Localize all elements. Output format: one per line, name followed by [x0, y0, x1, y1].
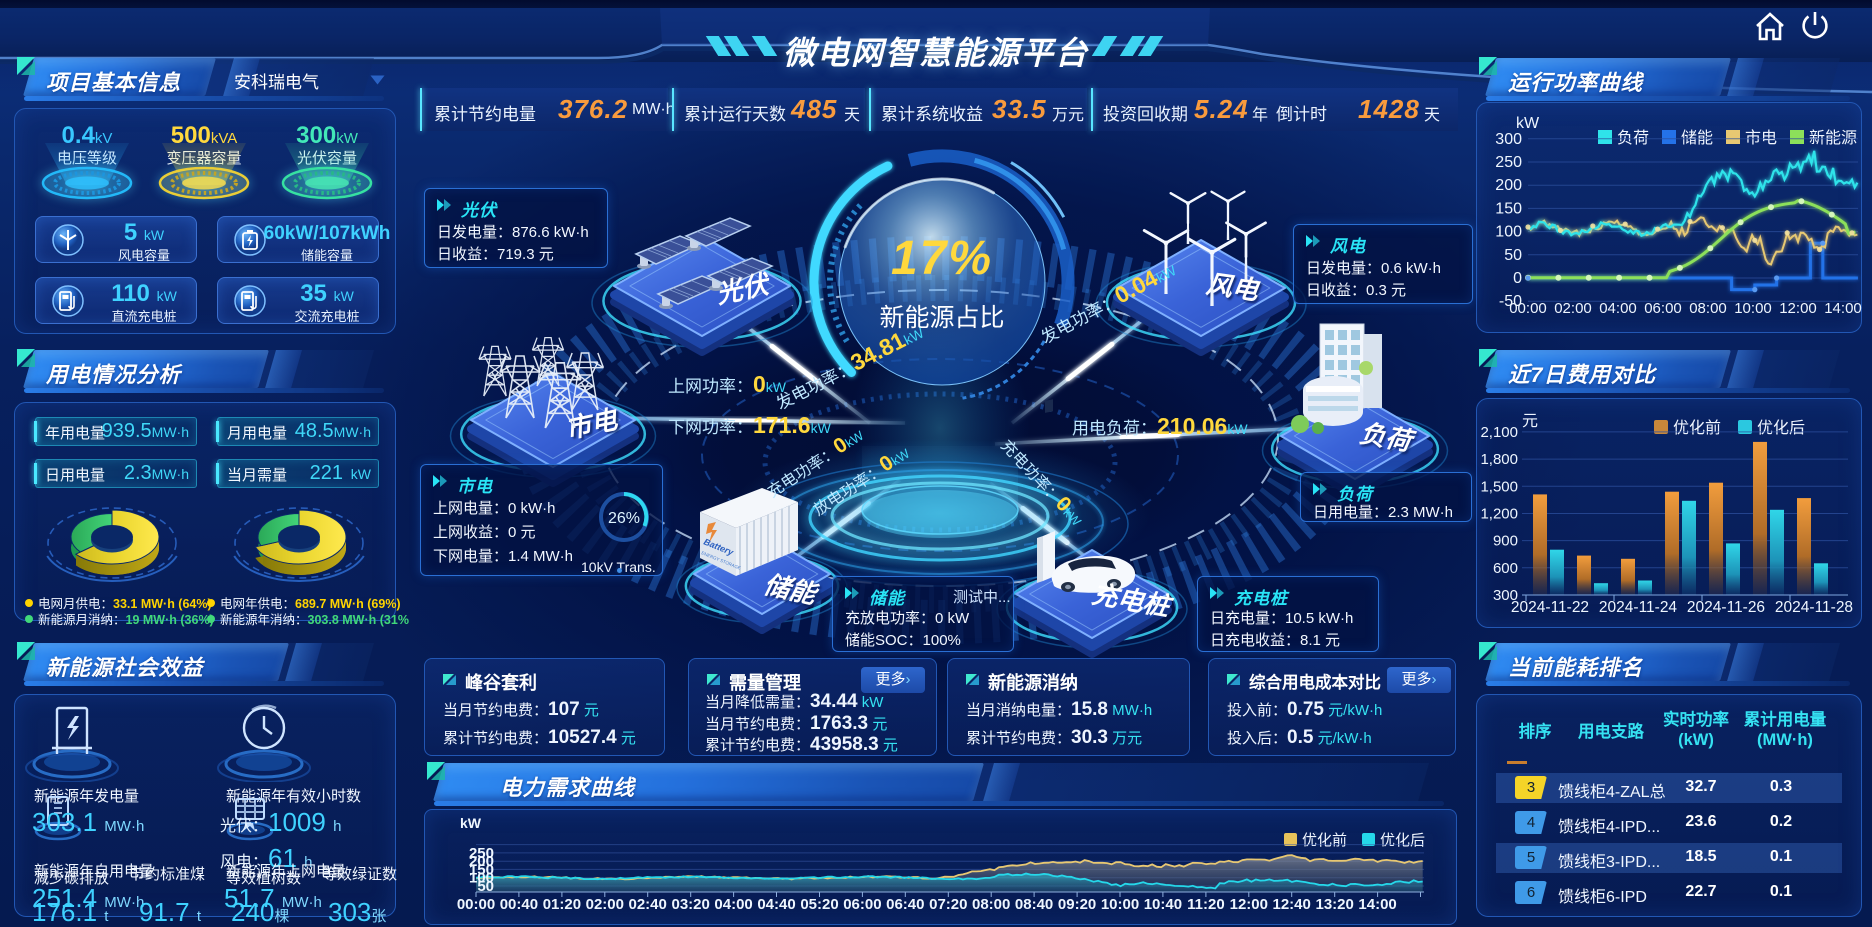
svg-text:03:20: 03:20	[672, 896, 710, 913]
svg-text:10:00: 10:00	[1101, 896, 1139, 913]
svg-text:06:00: 06:00	[1644, 300, 1682, 317]
svg-text:0: 0	[1513, 270, 1522, 287]
svg-text:200: 200	[1495, 177, 1522, 194]
svg-text:14:00: 14:00	[1824, 300, 1862, 317]
svg-text:11:20: 11:20	[1187, 896, 1225, 913]
svg-text:26%: 26%	[608, 510, 640, 527]
svg-text:风电: 风电	[1204, 269, 1262, 306]
svg-text:02:00: 02:00	[1554, 300, 1592, 317]
svg-text:04:00: 04:00	[714, 896, 752, 913]
svg-text:150: 150	[1495, 200, 1522, 217]
svg-text:100: 100	[469, 870, 494, 887]
svg-text:250: 250	[469, 845, 494, 862]
svg-text:04:00: 04:00	[1599, 300, 1637, 317]
svg-text:12:40: 12:40	[1273, 896, 1311, 913]
svg-text:04:40: 04:40	[757, 896, 795, 913]
svg-text:06:40: 06:40	[886, 896, 924, 913]
svg-text:14:00: 14:00	[1358, 896, 1396, 913]
svg-text:2024-11-28: 2024-11-28	[1775, 599, 1853, 616]
svg-text:00:40: 00:40	[500, 896, 538, 913]
svg-text:08:40: 08:40	[1015, 896, 1053, 913]
svg-text:新能源占比: 新能源占比	[879, 304, 1004, 332]
svg-text:2,100: 2,100	[1480, 424, 1518, 441]
svg-text:100: 100	[1495, 224, 1522, 241]
svg-text:1,500: 1,500	[1480, 478, 1518, 495]
svg-text:50: 50	[1504, 247, 1522, 264]
svg-text:-50: -50	[1499, 293, 1522, 310]
svg-text:50: 50	[477, 878, 494, 895]
svg-text:10:40: 10:40	[1144, 896, 1182, 913]
svg-text:2024-11-24: 2024-11-24	[1599, 599, 1678, 616]
svg-text:300: 300	[1493, 587, 1518, 604]
svg-text:00:00: 00:00	[457, 896, 495, 913]
svg-text:00:00: 00:00	[1509, 300, 1547, 317]
svg-text:05:20: 05:20	[800, 896, 838, 913]
svg-text:600: 600	[1493, 560, 1518, 577]
svg-text:13:20: 13:20	[1316, 896, 1354, 913]
svg-text:2024-11-26: 2024-11-26	[1687, 599, 1765, 616]
svg-text:150: 150	[469, 861, 494, 878]
svg-text:2024-11-22: 2024-11-22	[1511, 599, 1589, 616]
svg-text:02:00: 02:00	[586, 896, 624, 913]
svg-text:02:40: 02:40	[629, 896, 667, 913]
svg-text:200: 200	[469, 853, 494, 870]
svg-text:1,200: 1,200	[1480, 506, 1518, 523]
svg-text:09:20: 09:20	[1058, 896, 1096, 913]
svg-text:250: 250	[1495, 154, 1522, 171]
svg-text:900: 900	[1493, 533, 1518, 550]
svg-text:08:00: 08:00	[972, 896, 1010, 913]
svg-text:1,800: 1,800	[1480, 451, 1518, 468]
svg-text:08:00: 08:00	[1689, 300, 1727, 317]
svg-text:17%: 17%	[891, 232, 993, 285]
svg-text:01:20: 01:20	[543, 896, 581, 913]
svg-text:12:00: 12:00	[1230, 896, 1268, 913]
svg-text:10:00: 10:00	[1734, 300, 1772, 317]
svg-text:300: 300	[1495, 131, 1522, 148]
svg-text:12:00: 12:00	[1779, 300, 1817, 317]
svg-text:07:20: 07:20	[929, 896, 967, 913]
svg-text:06:00: 06:00	[843, 896, 881, 913]
